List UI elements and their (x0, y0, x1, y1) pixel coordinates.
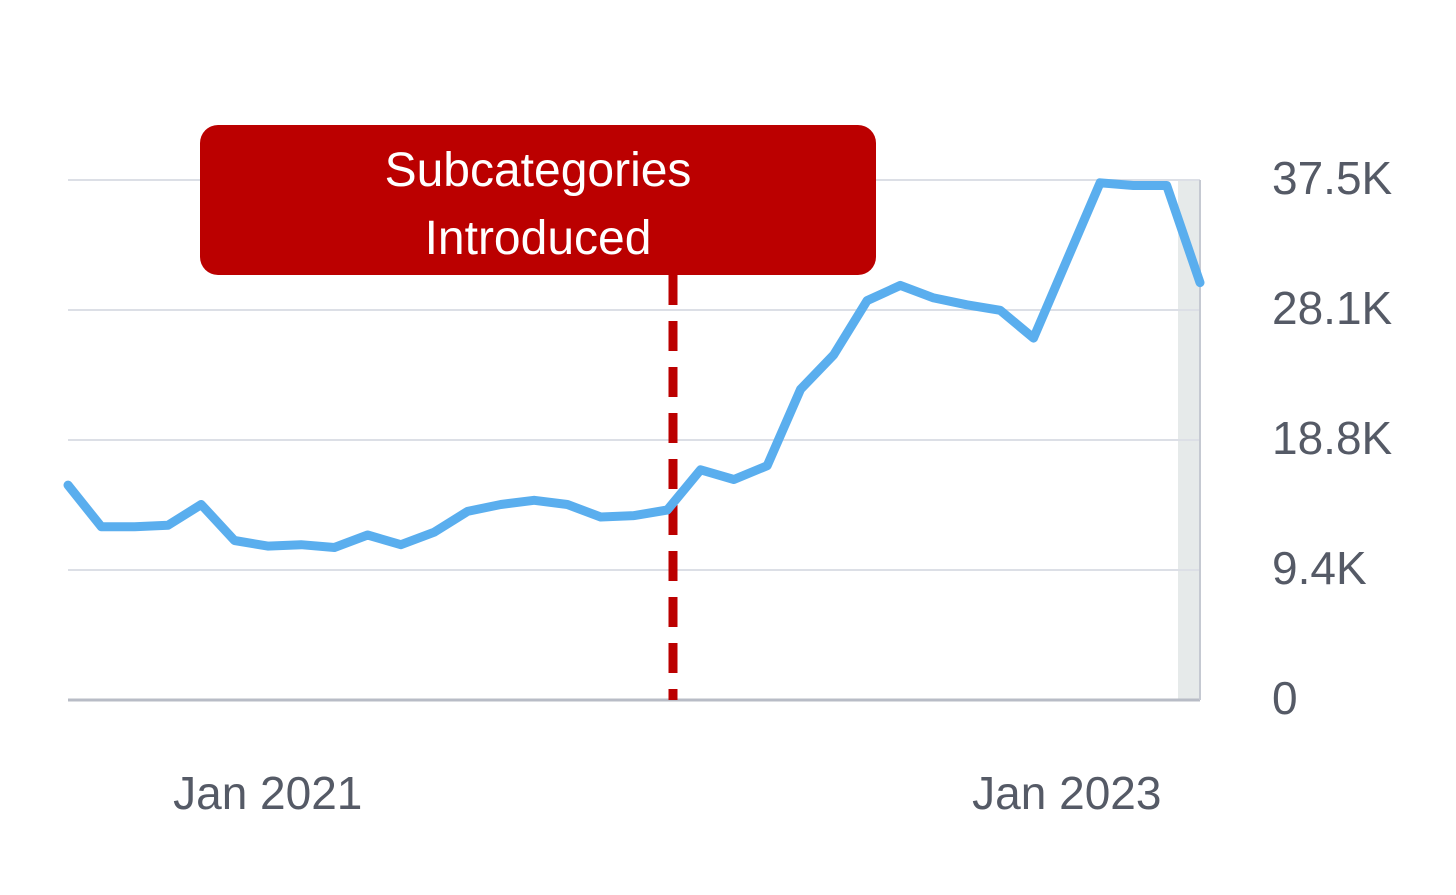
y-tick-label: 9.4K (1272, 542, 1367, 594)
line-series (63, 178, 1205, 552)
x-tick-label: Jan 2021 (173, 767, 362, 819)
y-tick-label: 0 (1272, 672, 1298, 724)
annotation: Subcategories Introduced (200, 125, 876, 275)
y-tick-label: 37.5K (1272, 152, 1393, 204)
x-tick-label: Jan 2023 (972, 767, 1161, 819)
y-tick-label: 28.1K (1272, 282, 1393, 334)
y-tick-label: 18.8K (1272, 412, 1393, 464)
